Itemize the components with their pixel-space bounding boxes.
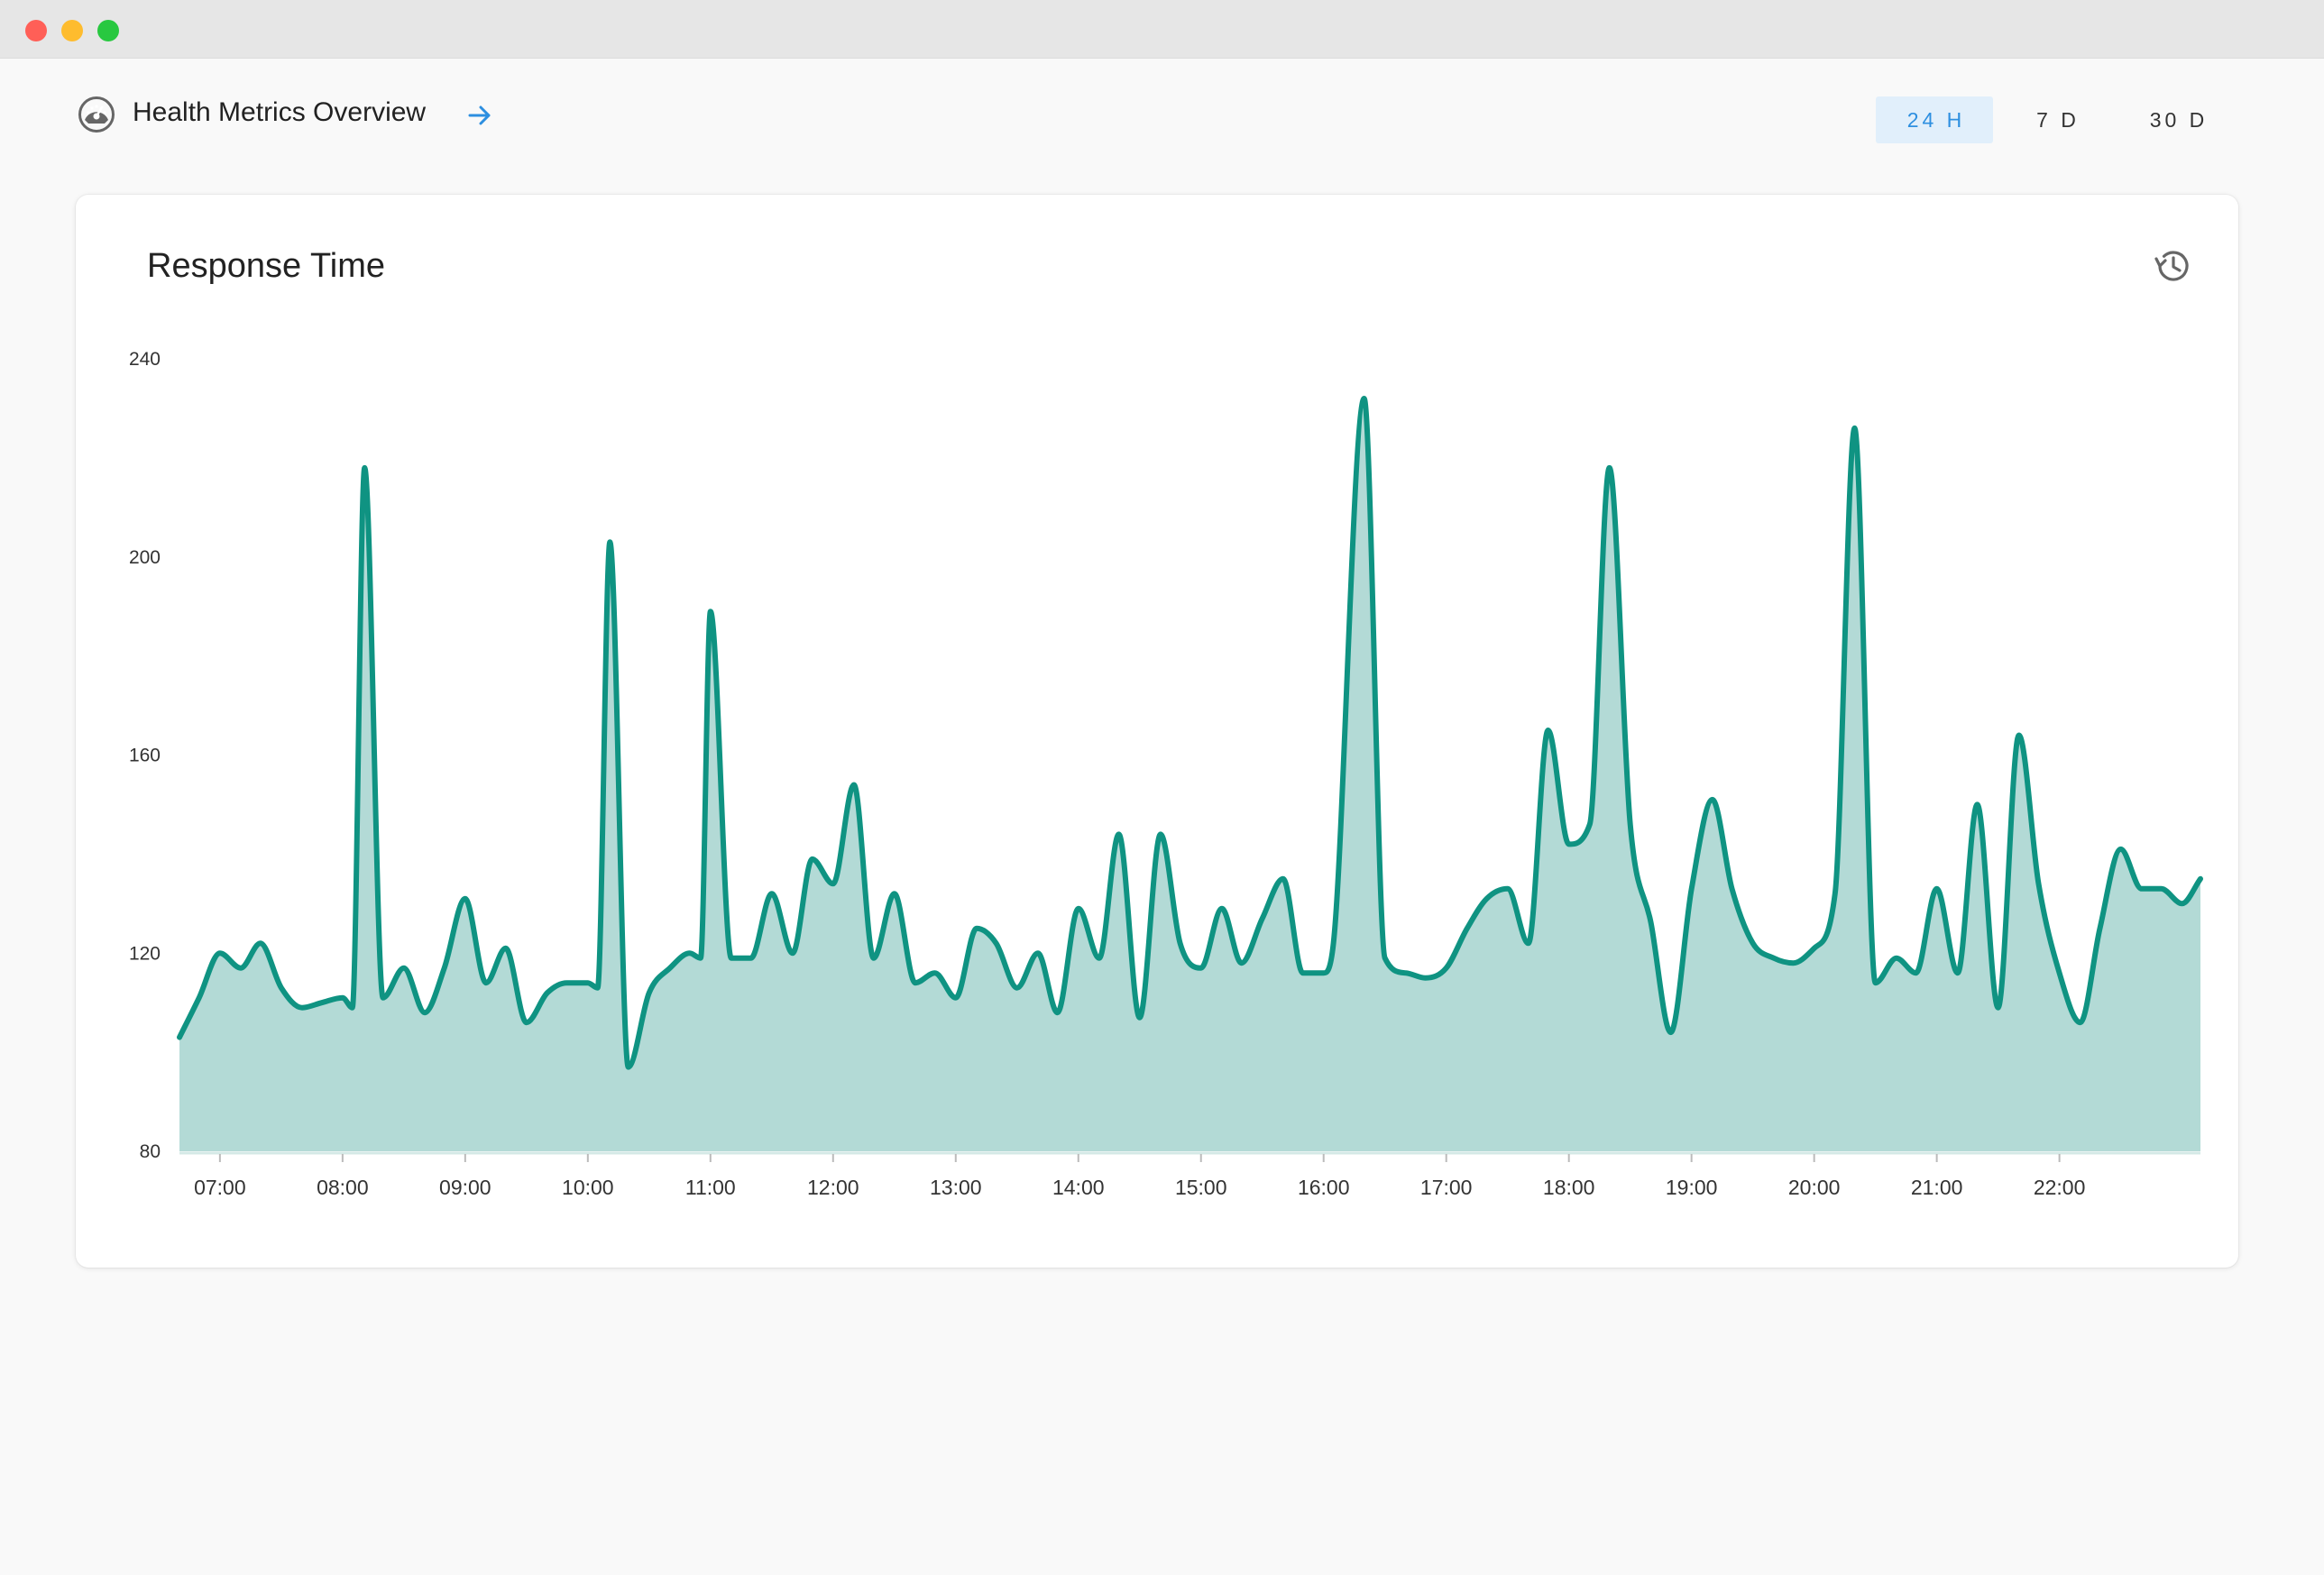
x-tick-label: 15:00 xyxy=(1175,1176,1227,1199)
range-7d-button[interactable]: 7 D xyxy=(2036,108,2080,132)
y-tick-label: 80 xyxy=(140,1141,161,1162)
arrow-right-icon[interactable] xyxy=(465,101,494,130)
x-tick-label: 11:00 xyxy=(685,1176,736,1199)
window-titlebar xyxy=(0,0,2324,59)
x-tick-label: 14:00 xyxy=(1052,1176,1105,1199)
close-window-button[interactable] xyxy=(25,20,47,41)
x-tick-label: 17:00 xyxy=(1420,1176,1473,1199)
x-tick-label: 08:00 xyxy=(317,1176,369,1199)
minimize-window-button[interactable] xyxy=(61,20,83,41)
y-tick-label: 240 xyxy=(129,349,161,370)
x-axis: 07:00 08:00 09:00 10:00 11:00 12:00 13:00 14:00… xyxy=(194,1154,2085,1199)
gauge-icon xyxy=(78,96,115,133)
x-tick-label: 18:00 xyxy=(1543,1176,1595,1199)
x-tick-label: 12:00 xyxy=(807,1176,859,1199)
x-tick-label: 21:00 xyxy=(1911,1176,1963,1199)
x-tick-label: 20:00 xyxy=(1788,1176,1841,1199)
y-tick-label: 160 xyxy=(129,746,161,766)
page-header: Health Metrics Overview 24 H 7 D 30 D xyxy=(0,58,2324,175)
x-tick-label: 22:00 xyxy=(2034,1176,2086,1199)
maximize-window-button[interactable] xyxy=(97,20,119,41)
response-time-chart: 80 120 160 200 240 07:00 08:00 09:00 10:00 11:00… xyxy=(129,349,2203,1199)
y-tick-label: 200 xyxy=(129,547,161,568)
x-tick-label: 16:00 xyxy=(1298,1176,1350,1199)
range-30d-button[interactable]: 30 D xyxy=(2149,108,2209,132)
y-axis: 80 120 160 200 240 xyxy=(129,349,161,1162)
range-24h-button[interactable]: 24 H xyxy=(1876,96,1993,143)
page-title: Health Metrics Overview xyxy=(133,97,427,127)
x-tick-label: 07:00 xyxy=(194,1176,246,1199)
x-tick-label: 19:00 xyxy=(1666,1176,1718,1199)
x-tick-label: 13:00 xyxy=(930,1176,982,1199)
series-line xyxy=(177,396,2203,1070)
y-tick-label: 120 xyxy=(129,943,161,964)
x-tick-label: 10:00 xyxy=(562,1176,614,1199)
response-time-card: Response Time 80 120 160 200 240 07:00 08:00 0… xyxy=(76,195,2238,1268)
history-icon[interactable] xyxy=(2152,245,2193,287)
chart-title: Response Time xyxy=(147,247,386,285)
x-tick-label: 09:00 xyxy=(439,1176,491,1199)
series-area xyxy=(179,398,2200,1151)
